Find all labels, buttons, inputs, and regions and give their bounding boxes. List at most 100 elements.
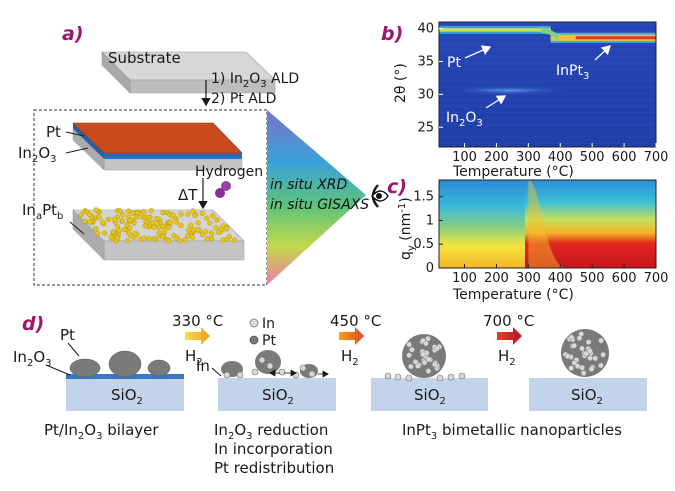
in2o3-pointer xyxy=(65,147,89,154)
nanoparticle-dot xyxy=(87,219,93,225)
peak-transition xyxy=(541,26,559,41)
chart-b-xtick-label: 500 xyxy=(580,150,605,165)
chart-c-ylabel: qy (nm-1) xyxy=(397,197,417,260)
pt-peak-line xyxy=(439,29,551,31)
chart-c-ytick-label: 1 xyxy=(426,213,434,228)
nanoparticle-dot xyxy=(156,230,162,236)
in-atom xyxy=(415,363,421,369)
in-atom xyxy=(278,368,286,376)
nanoparticle-dot xyxy=(82,218,88,224)
chart-b-bg-stripe xyxy=(439,52,656,54)
nanoparticle-dot xyxy=(189,234,196,240)
chart-b-features xyxy=(439,25,656,147)
in-atom xyxy=(308,370,316,378)
chart-b-bg-stripe xyxy=(439,136,656,138)
in-atom xyxy=(423,340,429,347)
chart-c-plot-right xyxy=(525,180,656,268)
stage4-nanoparticle: SiO2 xyxy=(529,329,647,411)
in-atom xyxy=(458,372,466,380)
nanoparticle-dot xyxy=(117,208,123,214)
in-atom xyxy=(587,348,593,354)
stage1-pt-label: Pt xyxy=(60,326,75,344)
chart-b-bg-stripe xyxy=(439,139,656,141)
chart-b-xlabel: Temperature (°C) xyxy=(452,164,574,180)
nanoparticle-dot xyxy=(142,223,148,229)
chart-b-bg-stripe xyxy=(439,130,656,132)
nanoparticle-dot xyxy=(96,214,102,220)
h2-label-2: H2 xyxy=(341,347,359,368)
in-atom xyxy=(406,352,412,359)
nanoparticle-dot xyxy=(188,222,194,228)
chart-b-bg-stripe xyxy=(439,142,656,144)
nanoparticle-dot xyxy=(207,220,213,226)
temp1-label: 330 °C xyxy=(172,312,223,330)
sio2-label-3: SiO2 xyxy=(414,386,446,407)
chart-b-bg-stripe xyxy=(439,56,656,57)
nanoparticle-dot xyxy=(192,212,198,219)
chart-b-bg-stripe xyxy=(439,133,656,135)
inapb-pointer xyxy=(69,221,85,235)
stage34-caption: InPt3 bimetallic nanoparticles xyxy=(402,421,622,442)
chart-c-xtick-label: 500 xyxy=(580,271,605,286)
chart-c-frame xyxy=(438,179,657,269)
nanoparticle-dot xyxy=(154,221,160,227)
sio2-label-1: SiO2 xyxy=(111,386,143,407)
chart-b-xtick-label: 100 xyxy=(452,150,477,165)
nanoparticle-dot xyxy=(160,234,166,240)
stage2-in-atoms xyxy=(223,356,329,379)
in-atom xyxy=(431,361,438,368)
nanoparticle-dot xyxy=(124,238,131,244)
chart-b: 100 200 300 400 500 600 700 25 30 35 40 Pt InPt3 I… xyxy=(393,21,668,180)
substrate-label: Substrate xyxy=(108,49,181,67)
stage2-caption-2: In incorporation xyxy=(214,440,333,458)
nanoparticle-dot xyxy=(210,213,216,219)
in-atom xyxy=(425,368,432,374)
in-atom xyxy=(580,370,587,376)
chart-c: 100 200 300 400 500 600 700 0 0.5 1 1.5 Temperatur… xyxy=(397,179,668,303)
chart-b-bg-stripe xyxy=(439,77,656,79)
in-atom xyxy=(576,335,583,342)
pt-peak-label: Pt xyxy=(447,55,461,71)
chart-b-bg-stripe xyxy=(439,124,656,126)
in-atom xyxy=(588,366,595,372)
nanoparticle-dot xyxy=(214,217,220,223)
in-atom xyxy=(579,345,585,352)
nanoparticle-dot xyxy=(167,219,173,225)
nanoparticle-dot xyxy=(101,230,108,236)
in-atom xyxy=(405,374,413,382)
chart-b-bg-stripe xyxy=(439,108,656,110)
in-atom xyxy=(266,362,274,370)
chart-c-xtick-label: 400 xyxy=(548,271,573,286)
step1-label: 1) In2O3 ALD xyxy=(211,71,299,90)
chart-b-bg-stripe xyxy=(439,127,656,129)
nanoparticle-dot xyxy=(160,210,166,216)
chart-c-transition xyxy=(528,180,567,268)
in-atom xyxy=(598,337,604,344)
bilayer-slab xyxy=(72,122,243,171)
chart-b-axes: 100 200 300 400 500 600 700 25 30 35 40 xyxy=(417,21,668,165)
nanoparticle-dot xyxy=(115,235,121,241)
chart-b-ytick-label: 30 xyxy=(417,87,434,102)
in-atom xyxy=(299,364,307,372)
sio2-label-2: SiO2 xyxy=(262,386,294,407)
nanoparticle-dot xyxy=(190,208,196,214)
nanoparticle-dot xyxy=(131,220,137,226)
nanoparticle-dot xyxy=(170,212,176,218)
in-atom xyxy=(251,368,259,376)
chart-b-bg-stripe xyxy=(439,34,656,36)
nanoparticle-dot xyxy=(111,216,118,222)
nanoparticle-dot xyxy=(151,236,158,242)
in-atom xyxy=(564,353,571,359)
chart-b-ytick-label: 25 xyxy=(417,120,434,135)
chart-b-ytick-label: 40 xyxy=(417,22,434,37)
in-atom xyxy=(568,334,575,341)
in2o3-peak-blob xyxy=(448,86,569,95)
chart-b-frame xyxy=(438,21,657,148)
chart-b-bg-stripe xyxy=(439,80,656,82)
nanoparticle-dot xyxy=(190,227,196,233)
legend-in-label: In xyxy=(262,316,275,332)
in-atom xyxy=(408,363,414,370)
chart-b-bg-stripe xyxy=(439,46,656,48)
inpt3-peak-label: InPt3 xyxy=(556,63,589,82)
